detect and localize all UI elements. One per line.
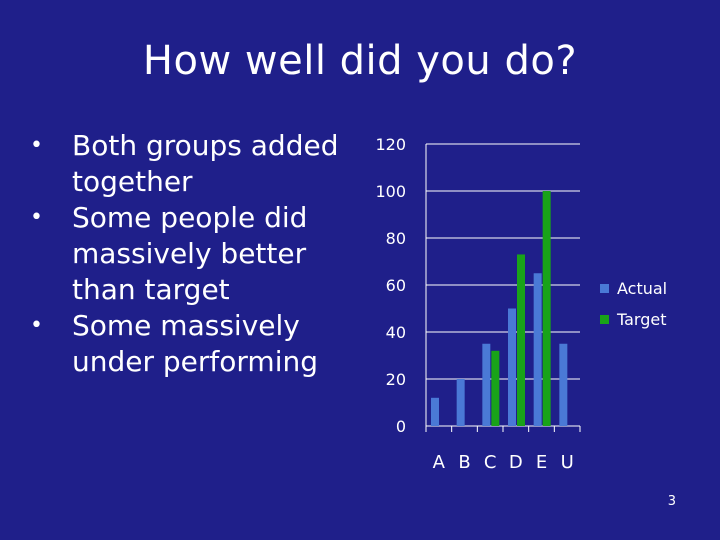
y-tick-label: 20: [386, 370, 406, 389]
x-tick-label: C: [484, 452, 497, 473]
bullet-item: • Both groups added together: [30, 128, 370, 200]
bar-actual-a: [431, 397, 439, 426]
y-tick-label: 0: [396, 417, 406, 436]
bar-actual-b: [456, 379, 465, 426]
bullet-text: Some people did massively better than ta…: [72, 201, 308, 306]
bar-actual-u: [559, 343, 568, 426]
bar-target-d: [517, 254, 525, 426]
legend-swatch-target: [600, 315, 609, 324]
bar-actual-d: [508, 308, 516, 426]
bullet-text: Both groups added together: [72, 129, 339, 198]
legend-swatch-actual: [600, 284, 609, 293]
bullet-list: • Both groups added together • Some people…: [30, 128, 370, 380]
bullet-text: Some massively under performing: [72, 309, 318, 378]
bar-target-c: [491, 350, 500, 426]
bullet-dot-icon: •: [30, 205, 43, 230]
x-tick-label: E: [536, 452, 547, 473]
x-tick-label: U: [561, 452, 574, 473]
legend-label: Target: [616, 310, 667, 329]
bullet-item: • Some massively under performing: [30, 308, 370, 380]
y-tick-label: 120: [375, 135, 406, 154]
x-tick-label: B: [458, 452, 470, 473]
bullet-dot-icon: •: [30, 133, 43, 158]
y-tick-label: 100: [375, 182, 406, 201]
x-tick-label: A: [433, 452, 446, 473]
bar-chart: 0 20 40 60 80 100 120 A B C D E U Actual Target: [375, 135, 667, 473]
bar-actual-c: [482, 343, 491, 426]
x-tick-label: D: [509, 452, 523, 473]
bullet-item: • Some people did massively better than t…: [30, 200, 370, 308]
bar-target-e: [542, 191, 551, 426]
y-tick-label: 40: [386, 323, 406, 342]
legend-label: Actual: [617, 279, 667, 298]
bar-actual-e: [533, 273, 542, 426]
y-tick-label: 80: [386, 229, 406, 248]
y-tick-label: 60: [386, 276, 406, 295]
page-number: 3: [667, 494, 676, 509]
bullet-dot-icon: •: [30, 313, 43, 338]
slide-title: How well did you do?: [142, 38, 578, 84]
